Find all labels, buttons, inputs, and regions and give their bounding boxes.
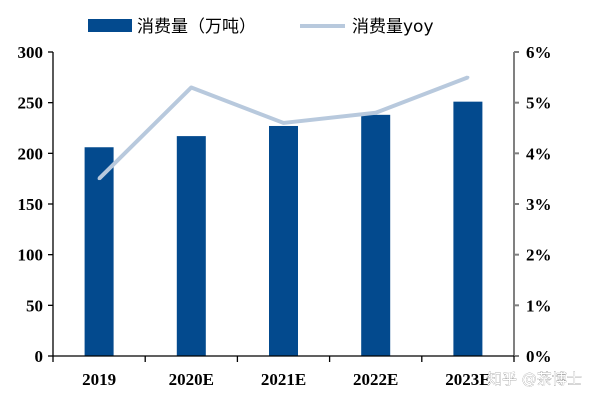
- left-tick-label: 300: [18, 43, 44, 62]
- bar: [84, 147, 114, 356]
- yoy-point: [189, 85, 193, 89]
- bar-series: [84, 101, 483, 357]
- bar: [176, 136, 206, 356]
- legend-bar-swatch: [88, 19, 132, 32]
- yoy-point: [374, 111, 378, 115]
- x-tick-label: 2020E: [169, 370, 214, 389]
- bar: [269, 125, 298, 357]
- right-tick-label: 6%: [526, 43, 552, 62]
- right-tick-label: 4%: [526, 144, 552, 163]
- right-y-axis: 0% 1% 2% 3% 4% 5% 6%: [513, 43, 552, 366]
- bar: [361, 114, 391, 357]
- right-tick-label: 5%: [526, 94, 552, 113]
- x-tick-label: 2021E: [261, 370, 306, 389]
- legend-line-label: 消费量yoy: [352, 17, 434, 37]
- right-tick-label: 2%: [526, 246, 552, 265]
- left-tick-label: 50: [26, 296, 43, 315]
- left-tick-label: 250: [18, 94, 44, 113]
- left-tick-label: 0: [35, 347, 44, 366]
- yoy-point: [97, 177, 101, 181]
- x-tick-label: 2023E: [445, 370, 490, 389]
- left-tick-label: 100: [18, 246, 44, 265]
- left-y-axis: 0 50 100 150 200 250 300: [18, 43, 54, 366]
- left-tick-label: 150: [18, 195, 44, 214]
- right-tick-label: 0%: [526, 347, 552, 366]
- right-tick-label: 1%: [526, 296, 552, 315]
- yoy-point: [466, 75, 470, 79]
- left-tick-label: 200: [18, 144, 44, 163]
- watermark: 知乎 @茶博士: [487, 370, 582, 388]
- legend-bar-label: 消费量（万吨）: [137, 17, 256, 37]
- yoy-point: [282, 121, 285, 125]
- legend: 消费量（万吨） 消费量yoy: [88, 17, 434, 37]
- x-axis: 2019 2020E 2021E 2022E 2023E: [52, 355, 515, 389]
- x-tick-label: 2022E: [353, 370, 398, 389]
- bar: [453, 101, 483, 356]
- line-series: [97, 75, 470, 181]
- x-tick-label: 2019: [82, 370, 116, 389]
- right-tick-label: 3%: [526, 195, 552, 214]
